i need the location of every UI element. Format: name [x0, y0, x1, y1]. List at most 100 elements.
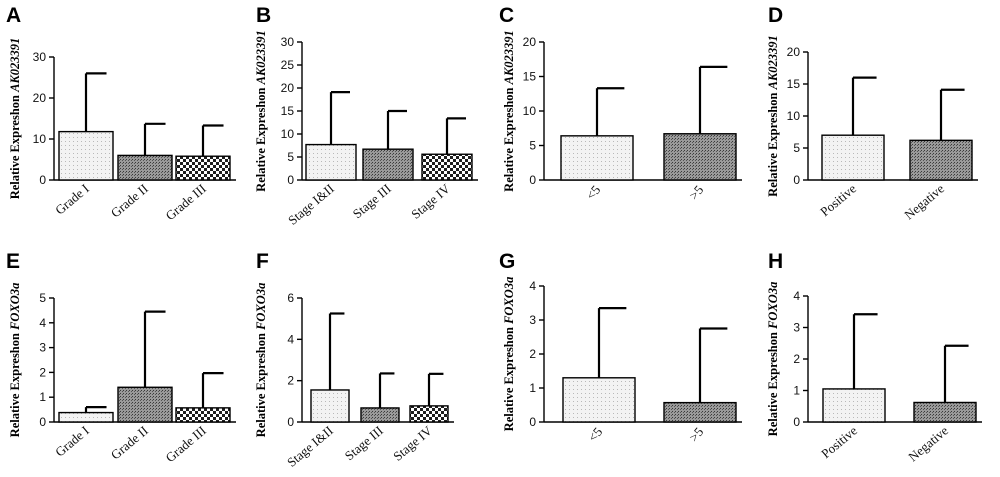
y-tick-label: 0	[39, 415, 46, 429]
y-tick-label: 20	[787, 45, 801, 59]
bar-stage-iv	[409, 405, 449, 423]
y-tick-label: 5	[529, 139, 536, 153]
bar-stage-iii	[362, 148, 414, 181]
y-tick-label: 0	[793, 415, 800, 429]
y-tick-label: 25	[281, 58, 295, 72]
panel-b: B 0 5 10 15 20 25 30 Relative Expreshon AK023391…	[254, 4, 478, 228]
y-tick-label: 2	[793, 352, 800, 366]
y-axis-label-text: Relative Expreshon	[766, 329, 780, 436]
y-tick-label: 2	[529, 347, 536, 361]
y-tick-label: 10	[787, 109, 801, 123]
panel-d: D 0 5 10 15 20 Relative Expreshon AK023391 Posi…	[766, 4, 978, 222]
bar-grade-iii	[175, 407, 231, 423]
category-label: <5	[585, 424, 605, 444]
y-axis-label: Relative Expreshon FOXO3a	[8, 283, 22, 438]
y-tick-label: 10	[523, 104, 537, 118]
y-tick-label: 0	[529, 173, 536, 187]
y-tick-label: 5	[39, 291, 46, 305]
category-label: Grade I	[52, 423, 92, 460]
y-axis-label: Relative Expreshon FOXO3a	[254, 283, 268, 438]
category-label: Grade III	[163, 423, 209, 465]
bar-positive	[821, 134, 885, 181]
y-tick-label: 0	[793, 173, 800, 187]
bar-grade-ii	[117, 154, 173, 181]
y-axis-label-gene: AK023391	[8, 38, 22, 93]
y-tick-label: 2	[39, 365, 46, 379]
category-label: Positive	[818, 423, 860, 462]
bar-stage-iv	[421, 153, 473, 181]
y-tick-label: 2	[287, 374, 294, 388]
y-tick-label: 1	[39, 390, 46, 404]
category-label: Negative	[901, 181, 947, 223]
category-label: >5	[686, 424, 706, 444]
y-axis-label: Relative Expreshon FOXO3a	[766, 282, 780, 437]
y-tick-label: 0	[529, 415, 536, 429]
y-axis-label: Relative Expreshon AK023391	[254, 30, 268, 192]
bar-positive	[822, 388, 886, 423]
category-label: Grade I	[52, 181, 92, 218]
y-tick-label: 5	[793, 141, 800, 155]
y-axis-label-text: Relative Expreshon	[766, 89, 780, 196]
y-tick-label: 10	[281, 127, 295, 141]
y-tick-label: 1	[793, 384, 800, 398]
y-axis-label-text: Relative Expreshon	[502, 84, 516, 191]
y-tick-label: 10	[33, 132, 47, 146]
y-tick-label: 5	[287, 150, 294, 164]
y-tick-label: 20	[33, 91, 47, 105]
bar-stage-i-ii	[310, 389, 350, 423]
panel-f: F 0 2 4 6 Relative Expreshon FOXO3a Stage I&II…	[254, 250, 454, 470]
y-tick-label: 30	[33, 50, 47, 64]
y-tick-label: 4	[39, 316, 46, 330]
category-label: Stage I&II	[285, 181, 337, 228]
y-tick-label: 1	[529, 381, 536, 395]
category-label: Positive	[817, 181, 859, 220]
panel-letter: F	[256, 250, 269, 273]
bar--5	[562, 377, 636, 423]
category-label: >5	[686, 182, 706, 202]
y-tick-label: 30	[281, 35, 295, 49]
category-label: <5	[583, 182, 603, 202]
y-tick-label: 6	[287, 291, 294, 305]
y-tick-label: 0	[287, 173, 294, 187]
panel-a: A 0 10 20 30 Relative Expreshon AK023391 Grade…	[6, 4, 236, 223]
category-label: Stage III	[350, 181, 394, 221]
y-tick-label: 0	[39, 173, 46, 187]
y-tick-label: 0	[287, 415, 294, 429]
y-axis-label-gene: AK023391	[766, 35, 780, 90]
panel-h: H 0 1 2 3 4 Relative Expreshon FOXO3a Positive N…	[766, 250, 982, 464]
bar-negative	[909, 139, 973, 181]
y-axis-label-gene: FOXO3a	[502, 277, 516, 325]
bar--5	[560, 135, 634, 181]
panel-e: E 0 1 2 3 4 5 Relative Expreshon FOXO3a Grade I G…	[6, 250, 236, 465]
y-axis-label-text: Relative Expreshon	[254, 84, 268, 191]
y-tick-label: 3	[793, 321, 800, 335]
bar-grade-i	[58, 130, 114, 181]
y-tick-label: 15	[787, 77, 801, 91]
y-axis-label-text: Relative Expreshon	[8, 92, 22, 199]
panel-letter: H	[768, 250, 783, 273]
y-axis-label-gene: AK023391	[502, 30, 516, 85]
y-axis-label: Relative Expreshon AK023391	[8, 38, 22, 200]
y-axis-label: Relative Expreshon FOXO3a	[502, 277, 516, 432]
category-label: Grade III	[163, 181, 209, 223]
bar-grade-ii	[117, 386, 173, 423]
panel-letter: A	[6, 4, 21, 27]
y-axis-label-text: Relative Expreshon	[502, 324, 516, 431]
category-label: Stage I&II	[284, 423, 336, 470]
y-axis-label: Relative Expreshon AK023391	[502, 30, 516, 192]
bar-grade-iii	[175, 155, 231, 181]
y-tick-label: 3	[39, 341, 46, 355]
y-axis-label-gene: AK023391	[254, 30, 268, 85]
y-axis-label-gene: FOXO3a	[254, 283, 268, 331]
y-axis-label-gene: FOXO3a	[766, 282, 780, 330]
y-axis-label: Relative Expreshon AK023391	[766, 35, 780, 197]
y-tick-label: 4	[287, 332, 294, 346]
category-label: Negative	[905, 423, 951, 465]
bar-stage-i-ii	[305, 143, 357, 181]
bar--5	[663, 133, 737, 181]
y-tick-label: 20	[523, 35, 537, 49]
y-tick-label: 15	[523, 70, 537, 84]
y-axis-label-text: Relative Expreshon	[8, 330, 22, 437]
category-label: Grade II	[108, 181, 151, 221]
